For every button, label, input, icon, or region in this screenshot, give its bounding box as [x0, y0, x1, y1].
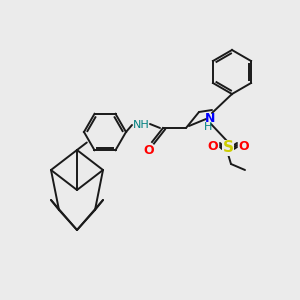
Text: NH: NH	[133, 120, 149, 130]
Text: O: O	[144, 143, 154, 157]
Text: O: O	[239, 140, 249, 152]
Text: S: S	[223, 140, 233, 155]
Text: H: H	[204, 122, 212, 132]
Text: O: O	[208, 140, 218, 152]
Text: N: N	[205, 112, 215, 124]
